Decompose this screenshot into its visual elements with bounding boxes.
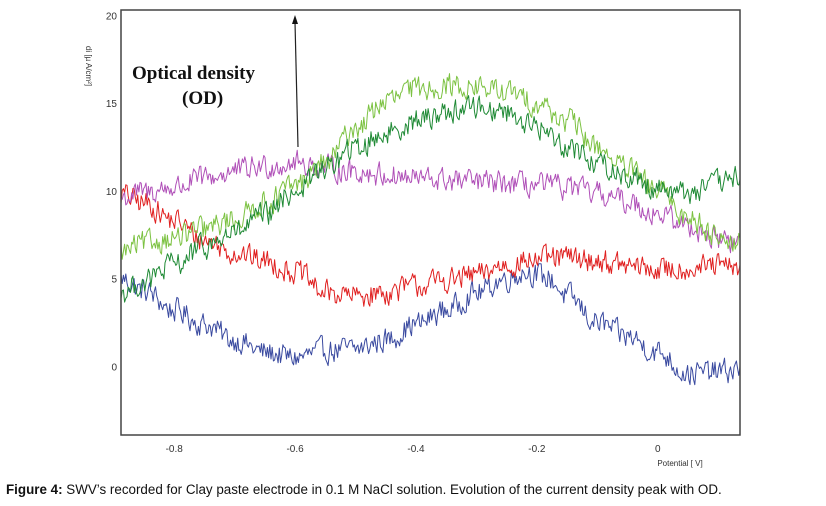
- x-tick-label: -0.4: [407, 444, 425, 455]
- x-tick-label: -0.8: [166, 444, 184, 455]
- series-line-1: [120, 263, 741, 386]
- od-annotation: Optical density (OD): [132, 15, 299, 148]
- y-tick-label: 10: [106, 187, 118, 198]
- series-line-5: [120, 95, 741, 303]
- y-tick-label: 0: [111, 363, 117, 374]
- y-axis-ticks: 0 5 10 15 20: [106, 11, 118, 373]
- x-axis-ticks: -0.8 -0.6 -0.4 -0.2 0: [166, 444, 661, 455]
- od-arrow-head-icon: [292, 15, 298, 24]
- annotation-line1: Optical density: [132, 63, 255, 84]
- y-tick-label: 5: [111, 275, 117, 286]
- series-line-3: [120, 149, 741, 254]
- figure-caption: Figure 4: SWV’s recorded for Clay paste …: [6, 482, 822, 497]
- x-tick-label: -0.6: [286, 444, 304, 455]
- x-tick-label: -0.2: [528, 444, 546, 455]
- x-tick-label: 0: [655, 444, 661, 455]
- series-layer: [120, 73, 741, 386]
- y-tick-label: 15: [106, 99, 118, 110]
- y-tick-label: 20: [106, 11, 118, 22]
- annotation-line2: (OD): [182, 88, 223, 109]
- series-line-2: [120, 184, 741, 307]
- od-arrow-line: [294, 21, 299, 148]
- x-axis-label: Potential [ V]: [657, 459, 702, 468]
- y-axis-label: di [µ A/cm²]: [84, 46, 93, 86]
- plot-frame: [120, 9, 741, 436]
- series-line-4: [120, 73, 741, 260]
- caption-text: SWV’s recorded for Clay paste electrode …: [62, 482, 722, 497]
- caption-label: Figure 4:: [6, 482, 63, 497]
